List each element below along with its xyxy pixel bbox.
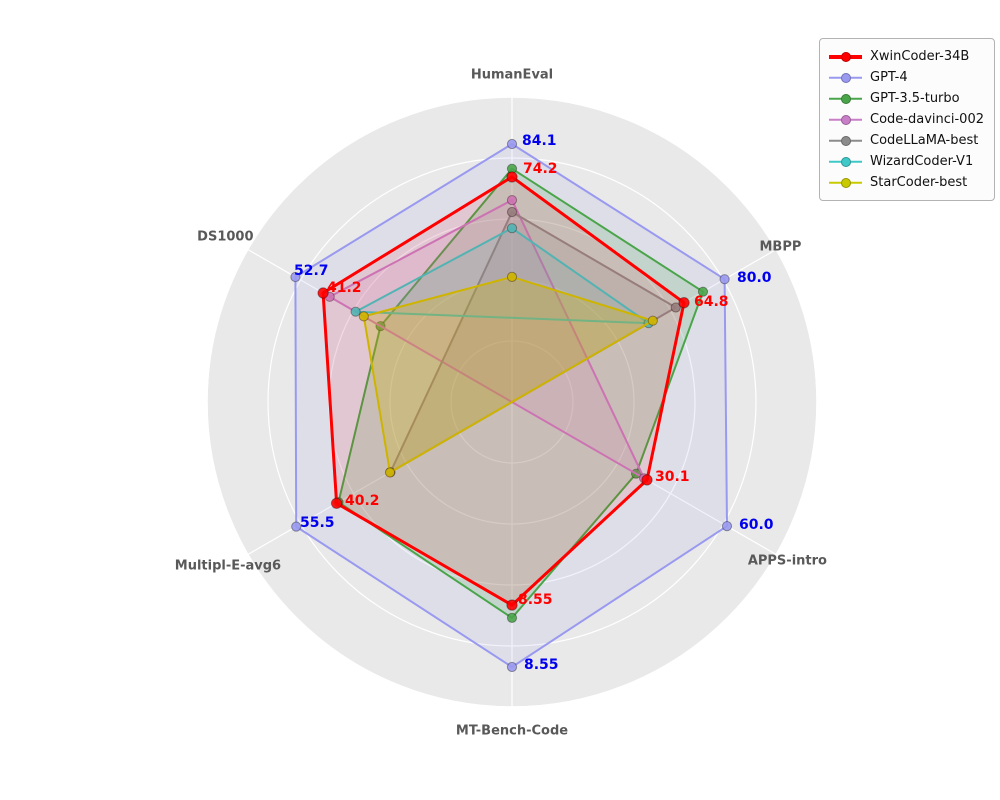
legend-marker-icon (840, 177, 851, 188)
data-point (641, 474, 653, 486)
data-point (317, 287, 329, 299)
data-point (719, 274, 730, 285)
axis-title-Multipl-E-avg6: Multipl-E-avg6 (174, 558, 282, 574)
data-point (721, 521, 733, 532)
legend-item-StarCoder-best[interactable]: StarCoder-best (829, 172, 984, 193)
legend-marker-icon (840, 156, 851, 167)
legend-label: WizardCoder-V1 (870, 154, 974, 169)
legend-item-CodeLLaMA-best[interactable]: CodeLLaMA-best (829, 130, 984, 151)
value-label: 55.5 (300, 515, 335, 531)
legend-line-icon (829, 156, 862, 168)
axis-title-APPS-intro: APPS-intro (747, 553, 827, 569)
legend-item-XwinCoder-34B[interactable]: XwinCoder-34B (829, 46, 984, 67)
value-label: 74.2 (523, 161, 558, 177)
legend-label: StarCoder-best (870, 175, 968, 190)
data-point (330, 497, 343, 509)
value-label: 84.1 (522, 133, 557, 149)
series-StarCoder-best (358, 271, 658, 478)
legend-label: GPT-4 (870, 70, 908, 85)
series-Code-davinci-002 (324, 195, 650, 484)
value-label: 8.55 (518, 592, 553, 608)
data-point (647, 315, 658, 326)
series-outline (354, 227, 650, 325)
data-point (697, 286, 709, 297)
data-point (678, 297, 690, 309)
series-fill (323, 176, 684, 606)
legend-item-GPT-3.5-turbo[interactable]: GPT-3.5-turbo (829, 88, 984, 109)
series-fill (338, 168, 703, 618)
value-label: 41.2 (327, 280, 362, 296)
data-point (506, 223, 518, 234)
data-point (506, 171, 518, 183)
value-label: 8.55 (524, 657, 559, 673)
legend-marker-icon (840, 72, 851, 83)
axis-title-DS1000: DS1000 (197, 229, 254, 244)
legend-line-icon (829, 114, 862, 126)
data-point (358, 311, 369, 322)
legend-label: Code-davinci-002 (870, 112, 984, 127)
data-point (506, 661, 518, 673)
legend-line-icon (829, 51, 862, 63)
legend-line-icon (829, 72, 862, 84)
data-point (506, 206, 518, 218)
legend-marker-icon (840, 135, 851, 146)
legend-marker-icon (840, 114, 851, 125)
series-XwinCoder-34B (317, 171, 690, 611)
legend-marker-icon (840, 51, 851, 62)
axis-title-MT-Bench-Code: MT-Bench-Code (455, 723, 569, 739)
value-label: 80.0 (737, 270, 772, 286)
series-fill (363, 276, 653, 473)
legend-box: XwinCoder-34B GPT-4 GPT-3.5-turbo Code-davi… (819, 38, 995, 201)
series-fill (390, 212, 676, 473)
data-point (350, 306, 361, 317)
axis-title-MBPP: MBPP (759, 239, 802, 255)
data-point (384, 467, 396, 478)
legend-marker-icon (840, 93, 851, 104)
legend-label: XwinCoder-34B (870, 49, 970, 64)
data-point (506, 599, 518, 611)
legend-item-Code-davinci-002[interactable]: Code-davinci-002 (829, 109, 984, 130)
legend-label: GPT-3.5-turbo (870, 91, 960, 106)
value-label: 30.1 (655, 469, 690, 485)
data-point (506, 195, 518, 206)
series-fill (329, 200, 645, 479)
legend-line-icon (829, 93, 862, 105)
value-label: 64.8 (694, 294, 729, 310)
data-point (506, 271, 518, 282)
axis-title-HumanEval: HumanEval (470, 67, 554, 83)
legend-item-GPT-4[interactable]: GPT-4 (829, 67, 984, 88)
legend-item-WizardCoder-V1[interactable]: WizardCoder-V1 (829, 151, 984, 172)
series-outline (328, 199, 646, 480)
data-point (290, 271, 301, 283)
legend-label: CodeLLaMA-best (870, 133, 979, 148)
data-point (291, 521, 302, 532)
value-label: 52.7 (294, 263, 329, 279)
legend-line-icon (829, 135, 862, 147)
value-label: 60.0 (739, 517, 774, 533)
data-point (506, 612, 518, 624)
legend-line-icon (829, 177, 862, 189)
data-point (670, 302, 681, 313)
data-point (506, 138, 518, 150)
value-label: 40.2 (345, 493, 380, 509)
